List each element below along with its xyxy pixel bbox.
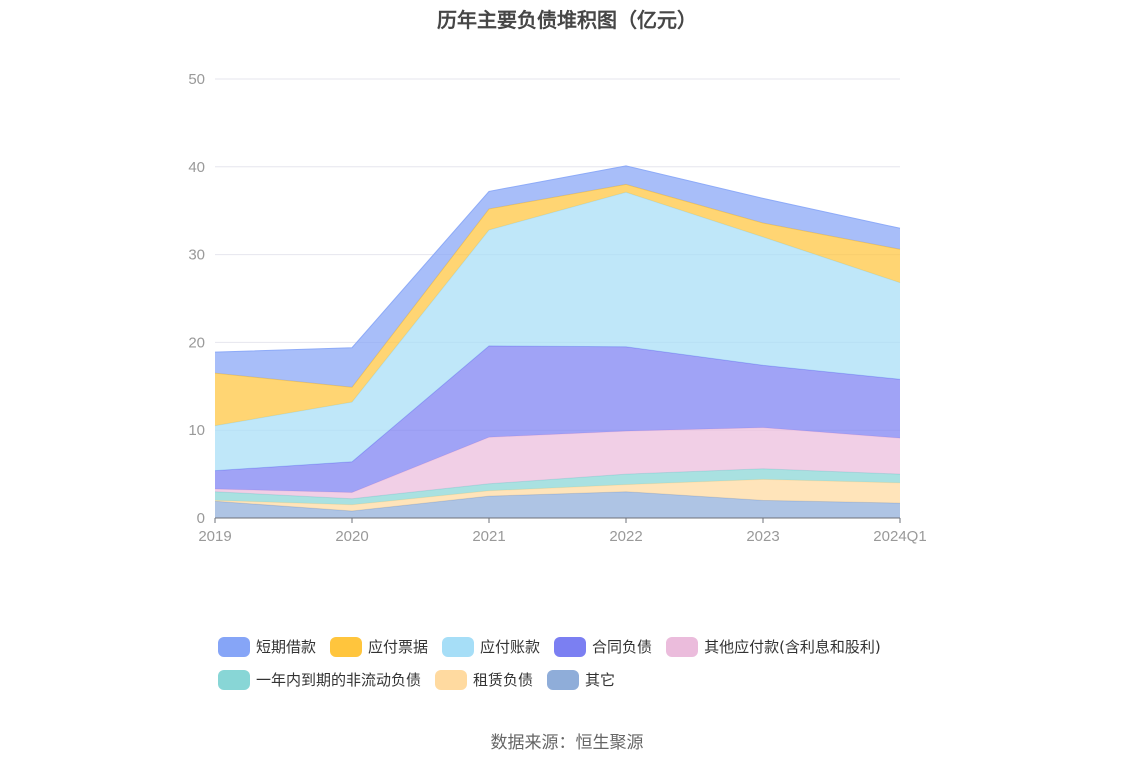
y-tick-label: 20 bbox=[188, 334, 205, 351]
stacked-area-chart: 0 10 20 30 40 50 2019 2020 2021 2022 2023 2024Q1 bbox=[188, 71, 926, 545]
legend-item[interactable]: 应付票据 bbox=[330, 636, 428, 657]
axes: 0 10 20 30 40 50 2019 2020 2021 2022 2023 2024Q1 bbox=[188, 71, 926, 545]
legend-swatch bbox=[218, 636, 250, 657]
legend-item[interactable]: 合同负债 bbox=[554, 636, 652, 657]
x-tick-label: 2024Q1 bbox=[873, 528, 926, 545]
legend-label: 租赁负债 bbox=[473, 671, 534, 689]
legend-swatch bbox=[330, 636, 363, 657]
x-tick-label: 2021 bbox=[472, 528, 505, 545]
x-tick-label: 2023 bbox=[746, 528, 779, 545]
legend-item[interactable]: 其他应付款(含利息和股利) bbox=[666, 636, 881, 657]
y-tick-label: 50 bbox=[188, 71, 205, 88]
legend-label: 其他应付款(含利息和股利) bbox=[704, 638, 881, 656]
area-应付账款 bbox=[215, 192, 900, 471]
legend-swatch bbox=[666, 636, 699, 657]
area-应付票据 bbox=[215, 184, 900, 426]
series-line-短期借款 bbox=[214, 165, 901, 353]
legend: 短期借款 应付票据 应付账款 合同负债 其他应付款(含利息和股利) 一年内到期的非流动负… bbox=[218, 630, 938, 696]
legend-swatch bbox=[554, 636, 587, 657]
legend-item[interactable]: 短期借款 bbox=[218, 636, 316, 657]
x-tick-label: 2020 bbox=[335, 528, 368, 545]
series-line-租赁负债 bbox=[214, 478, 901, 506]
chart-title: 历年主要负债堆积图（亿元） bbox=[437, 8, 697, 32]
legend-label: 一年内到期的非流动负债 bbox=[256, 671, 422, 689]
legend-item[interactable]: 其它 bbox=[547, 669, 615, 690]
legend-label: 应付账款 bbox=[480, 638, 541, 656]
legend-swatch bbox=[442, 636, 475, 657]
legend-swatch bbox=[547, 669, 580, 690]
y-tick-label: 10 bbox=[188, 422, 205, 439]
x-tick-label: 2022 bbox=[609, 528, 642, 545]
x-tick-label: 2019 bbox=[198, 528, 231, 545]
legend-label: 合同负债 bbox=[592, 638, 653, 656]
area-series bbox=[214, 165, 901, 518]
legend-item[interactable]: 应付账款 bbox=[442, 636, 540, 657]
legend-swatch bbox=[218, 669, 250, 690]
legend-swatch bbox=[435, 669, 468, 690]
y-tick-label: 30 bbox=[188, 247, 205, 264]
area-一年内到期的非流动负债 bbox=[215, 468, 900, 505]
legend-item[interactable]: 一年内到期的非流动负债 bbox=[218, 669, 421, 690]
legend-item[interactable]: 租赁负债 bbox=[435, 669, 533, 690]
source-note: 数据来源：恒生聚源 bbox=[490, 733, 644, 753]
area-合同负债 bbox=[215, 345, 900, 493]
y-tick-label: 40 bbox=[188, 159, 205, 176]
y-tick-label: 0 bbox=[197, 510, 205, 527]
legend-label: 其它 bbox=[585, 671, 616, 689]
legend-label: 应付票据 bbox=[368, 638, 429, 656]
legend-label: 短期借款 bbox=[256, 638, 317, 656]
area-租赁负债 bbox=[215, 479, 900, 511]
area-其他应付款(含利息和股利) bbox=[215, 427, 900, 499]
area-短期借款 bbox=[215, 165, 900, 388]
